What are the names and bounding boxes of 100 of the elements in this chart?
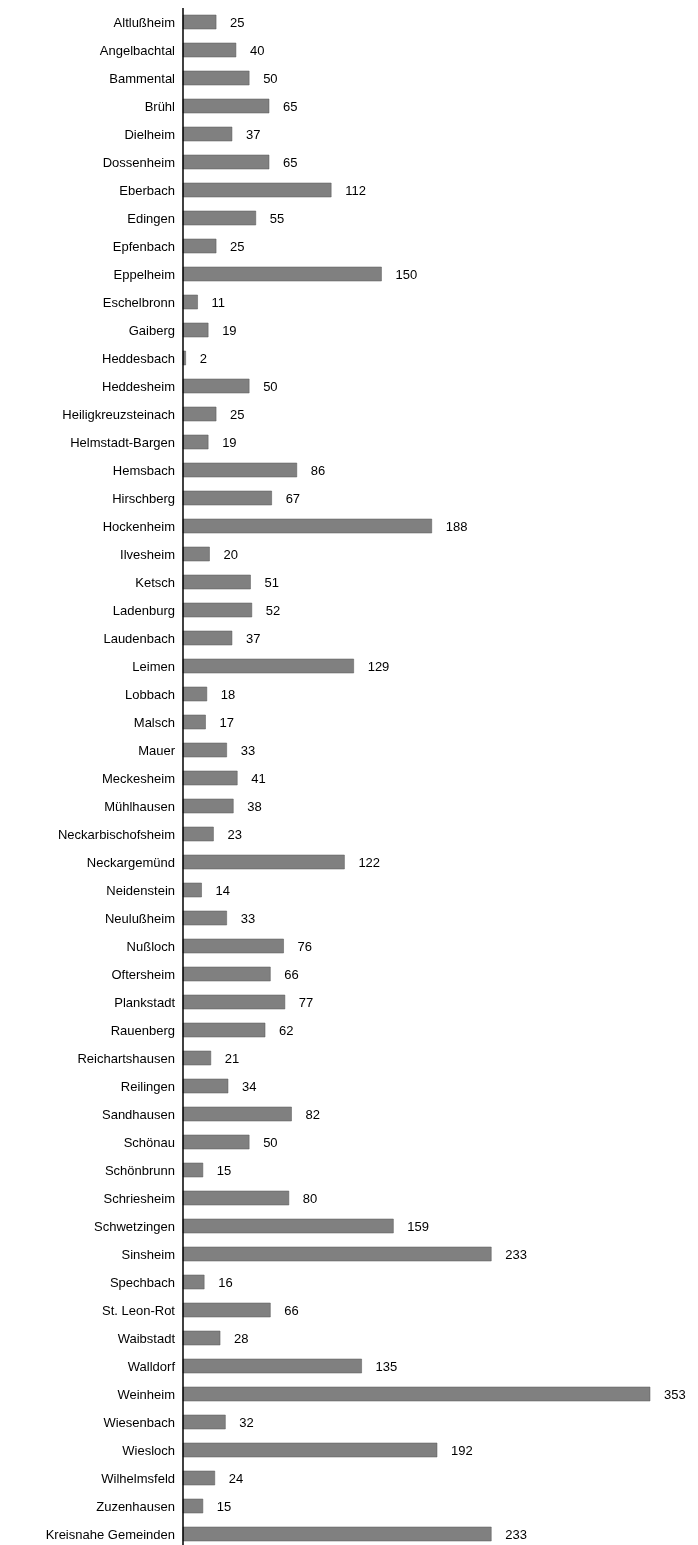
data-label: 150 xyxy=(395,266,418,282)
y-tick-label: Weinheim xyxy=(117,1386,175,1402)
bar xyxy=(182,966,271,982)
y-tick-label: Helmstadt-Bargen xyxy=(70,434,175,450)
data-label: 17 xyxy=(219,714,234,730)
bar xyxy=(182,490,272,506)
bar xyxy=(182,70,250,86)
data-label: 76 xyxy=(297,938,313,954)
y-tick-label: Brühl xyxy=(144,98,176,114)
data-label: 159 xyxy=(407,1218,430,1234)
data-label: 192 xyxy=(451,1442,473,1458)
bar xyxy=(182,910,227,926)
y-tick-label: Nußloch xyxy=(126,938,175,954)
data-label: 23 xyxy=(227,826,242,842)
bar xyxy=(182,770,238,786)
bar xyxy=(182,462,298,478)
data-label: 16 xyxy=(218,1274,233,1290)
data-label: 66 xyxy=(284,966,299,982)
y-tick-label: Bammental xyxy=(109,70,176,86)
data-label: 14 xyxy=(215,882,230,898)
data-label: 135 xyxy=(375,1358,398,1374)
y-tick-label: Wiesloch xyxy=(122,1442,175,1458)
data-label: 112 xyxy=(345,182,366,198)
data-label: 19 xyxy=(222,322,237,338)
data-label: 37 xyxy=(245,126,261,142)
y-tick-label: Hirschberg xyxy=(112,490,175,506)
data-label: 62 xyxy=(279,1022,294,1038)
data-label: 82 xyxy=(305,1106,320,1122)
y-tick-label: Walldorf xyxy=(127,1358,176,1374)
bar xyxy=(182,1302,271,1318)
y-tick-label: Heddesbach xyxy=(102,350,175,366)
bar xyxy=(182,1246,492,1262)
data-label: 77 xyxy=(298,994,314,1010)
y-tick-label: Eppelheim xyxy=(113,266,175,282)
data-label: 37 xyxy=(245,630,261,646)
bar xyxy=(182,994,286,1010)
bar xyxy=(182,574,251,590)
data-label: 65 xyxy=(282,98,298,114)
y-tick-label: Angelbachtal xyxy=(99,42,176,58)
y-tick-label: Heddesheim xyxy=(102,378,175,394)
data-label: 65 xyxy=(282,154,298,170)
y-tick-label: Eberbach xyxy=(119,182,175,198)
data-label: 188 xyxy=(445,518,468,534)
data-label: 38 xyxy=(247,798,262,814)
data-label: 19 xyxy=(222,434,237,450)
bar xyxy=(182,742,227,758)
data-label: 2 xyxy=(199,350,207,366)
data-label: 33 xyxy=(240,910,256,926)
y-tick-label: Wiesenbach xyxy=(103,1414,175,1430)
y-tick-label: Leimen xyxy=(132,658,175,674)
data-label: 15 xyxy=(216,1498,232,1514)
y-tick-label: Mühlhausen xyxy=(104,798,175,814)
y-tick-label: Waibstadt xyxy=(117,1330,176,1346)
bar xyxy=(182,658,354,674)
bar xyxy=(182,1442,438,1458)
bar xyxy=(182,1162,204,1178)
y-tick-label: Neckarbischofsheim xyxy=(57,826,175,842)
data-label: 50 xyxy=(263,378,278,394)
bar xyxy=(182,1022,266,1038)
y-tick-label: Sandhausen xyxy=(101,1106,175,1122)
bar xyxy=(182,1078,229,1094)
bar xyxy=(182,238,217,254)
data-label: 32 xyxy=(239,1414,254,1430)
data-label: 20 xyxy=(223,546,238,562)
y-tick-label: St. Leon-Rot xyxy=(102,1302,176,1318)
y-tick-label: Rauenberg xyxy=(110,1022,175,1038)
y-tick-label: Mauer xyxy=(138,742,176,758)
y-tick-label: Gaiberg xyxy=(128,322,175,338)
bar xyxy=(182,1414,226,1430)
bar xyxy=(182,602,253,618)
data-label: 34 xyxy=(241,1078,257,1094)
y-tick-label: Schwetzingen xyxy=(94,1218,175,1234)
bar xyxy=(182,854,345,870)
bar xyxy=(182,266,382,282)
y-tick-label: Altlußheim xyxy=(113,14,175,30)
data-label: 80 xyxy=(302,1190,318,1206)
bar xyxy=(182,1134,250,1150)
bar xyxy=(182,938,284,954)
bar xyxy=(182,182,332,198)
y-tick-label: Neidenstein xyxy=(106,882,175,898)
y-tick-label: Ketsch xyxy=(135,574,175,590)
y-tick-label: Epfenbach xyxy=(112,238,175,254)
y-tick-label: Meckesheim xyxy=(102,770,175,786)
y-tick-label: Lobbach xyxy=(125,686,175,702)
y-tick-label: Ilvesheim xyxy=(120,546,175,562)
y-tick-label: Ladenburg xyxy=(112,602,175,618)
y-tick-label: Eschelbronn xyxy=(102,294,175,310)
bar xyxy=(182,154,270,170)
y-tick-label: Heiligkreuzsteinach xyxy=(62,406,175,422)
data-label: 50 xyxy=(263,70,278,86)
data-label: 51 xyxy=(264,574,279,590)
y-tick-label: Dielheim xyxy=(124,126,175,142)
bar xyxy=(182,378,250,394)
bar xyxy=(182,1274,205,1290)
bar xyxy=(182,882,202,898)
bar xyxy=(182,1190,290,1206)
bar xyxy=(182,686,208,702)
bar xyxy=(182,1330,221,1346)
bar xyxy=(182,1218,394,1234)
y-tick-label: Spechbach xyxy=(109,1274,175,1290)
